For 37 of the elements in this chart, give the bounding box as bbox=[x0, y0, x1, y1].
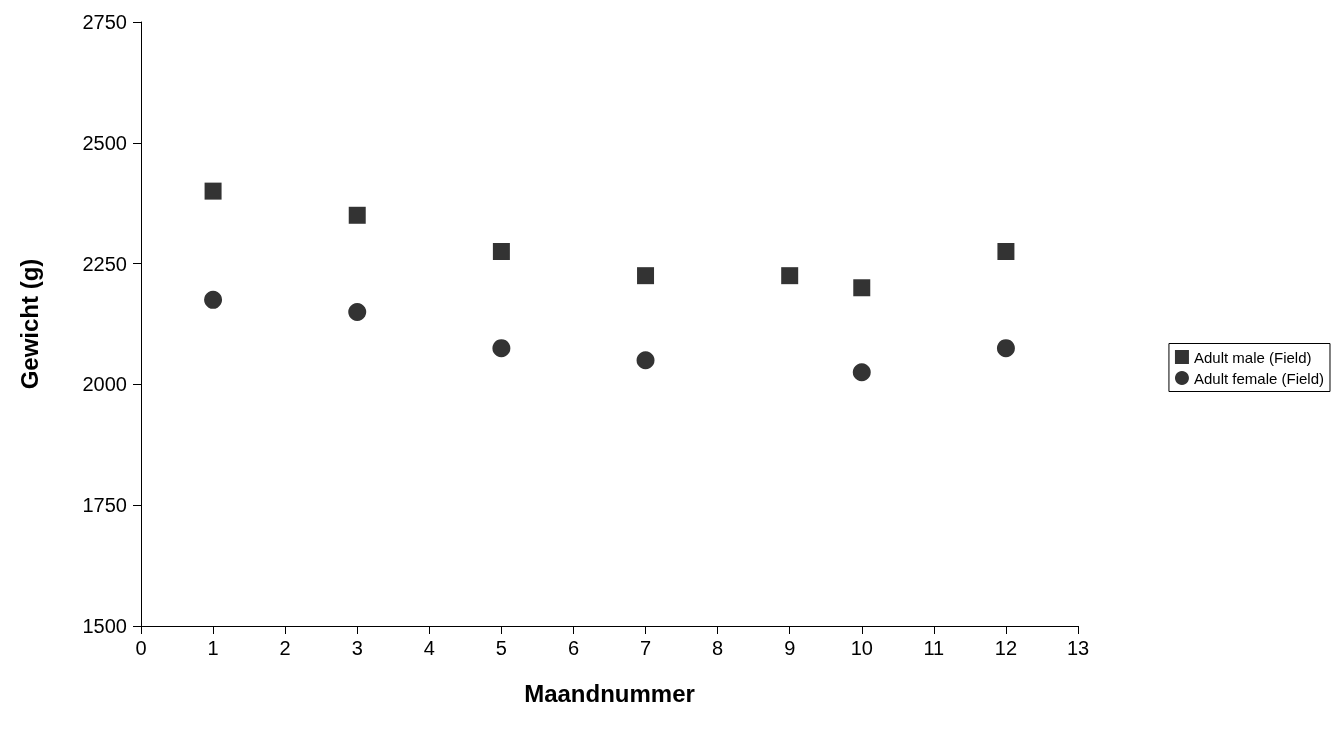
point bbox=[853, 279, 871, 297]
x-tick-label: 13 bbox=[1066, 637, 1090, 659]
point bbox=[852, 363, 871, 382]
x-axis-title: Maandnummer bbox=[524, 679, 695, 707]
x-tick-label: 7 bbox=[639, 637, 652, 659]
x-tick-label: 1 bbox=[207, 637, 219, 659]
y-tick-label: 2500 bbox=[82, 131, 127, 154]
x-tick-label: 4 bbox=[423, 637, 435, 659]
point bbox=[492, 339, 511, 358]
point bbox=[636, 351, 655, 370]
x-tick-label: 9 bbox=[784, 637, 796, 659]
point bbox=[204, 290, 223, 309]
y-axis-title: Gewicht (g) bbox=[15, 258, 43, 390]
point bbox=[996, 339, 1015, 358]
x-tick-label: 8 bbox=[712, 637, 724, 659]
point bbox=[348, 302, 367, 321]
point bbox=[492, 243, 510, 261]
x-tick-label: 2 bbox=[279, 637, 291, 659]
x-tick-label: 12 bbox=[994, 637, 1018, 659]
legend-label: Adult male (Field) bbox=[1193, 348, 1312, 366]
point bbox=[997, 243, 1015, 261]
point bbox=[781, 267, 799, 285]
x-tick-label: 6 bbox=[567, 637, 580, 659]
x-tick-label: 10 bbox=[850, 637, 873, 659]
x-tick-label: 11 bbox=[923, 637, 945, 659]
x-tick-label: 0 bbox=[135, 637, 147, 659]
point bbox=[204, 182, 222, 200]
y-tick-label: 2000 bbox=[82, 373, 127, 396]
x-tick-label: 5 bbox=[495, 637, 507, 659]
point bbox=[348, 206, 366, 224]
legend-label: Adult female (Field) bbox=[1193, 369, 1325, 387]
point bbox=[637, 267, 655, 285]
y-tick-label: 2250 bbox=[82, 252, 127, 275]
x-tick-label: 3 bbox=[351, 637, 363, 659]
y-tick-label: 2750 bbox=[82, 11, 127, 33]
y-tick-label: 1750 bbox=[82, 494, 127, 517]
y-tick-label: 1500 bbox=[82, 615, 127, 637]
